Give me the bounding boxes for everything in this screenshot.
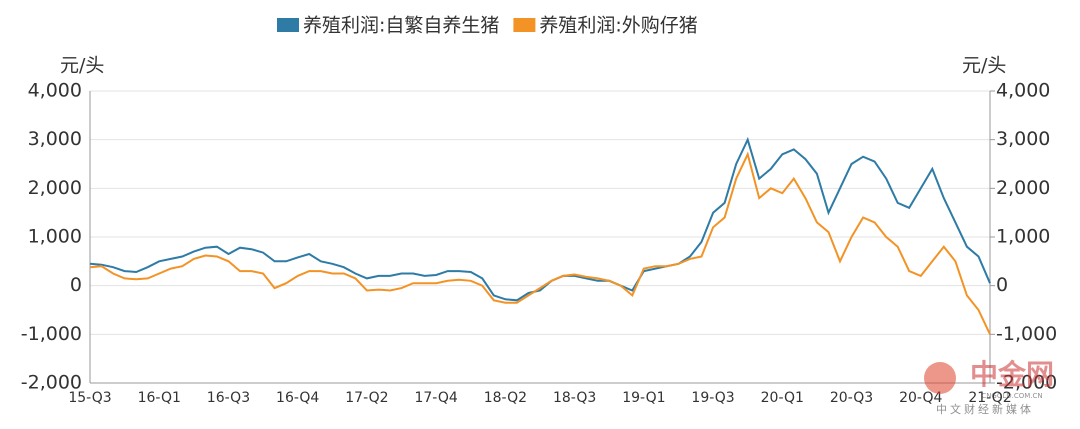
y-tick-label: 3,000 bbox=[28, 128, 82, 150]
legend-swatch bbox=[513, 18, 536, 32]
y2-tick-label: 2,000 bbox=[996, 177, 1050, 199]
y-tick-label: 4,000 bbox=[28, 80, 82, 102]
x-tick-label: 19-Q1 bbox=[622, 390, 665, 406]
watermark-url: CNGOLD.COM.CN bbox=[981, 392, 1042, 400]
x-tick-label: 20-Q4 bbox=[899, 390, 942, 406]
x-tick-label: 20-Q1 bbox=[761, 390, 804, 406]
y2-tick-label: 1,000 bbox=[996, 226, 1050, 248]
watermark: 中金网 CNGOLD.COM.CN 中文财经新媒体 bbox=[924, 358, 1054, 416]
y2-tick-label: -1,000 bbox=[996, 323, 1057, 345]
x-tick-label: 18-Q3 bbox=[553, 390, 596, 406]
x-tick-label: 19-Q3 bbox=[691, 390, 734, 406]
x-tick-label: 16-Q1 bbox=[138, 390, 181, 406]
watermark-logo bbox=[924, 362, 956, 394]
x-tick-label: 17-Q4 bbox=[414, 390, 457, 406]
x-tick-label: 21-Q2 bbox=[968, 390, 1011, 406]
x-tick-label: 16-Q4 bbox=[276, 390, 319, 406]
watermark-slogan: 中文财经新媒体 bbox=[936, 402, 1034, 416]
y2-tick-label: 4,000 bbox=[996, 80, 1050, 102]
y2-axis-title: 元/头 bbox=[962, 55, 1006, 77]
y2-tick-label: -2,000 bbox=[996, 372, 1057, 394]
y-tick-label: -1,000 bbox=[21, 323, 82, 345]
y-axis-title: 元/头 bbox=[60, 55, 104, 77]
watermark-name: 中金网 bbox=[970, 358, 1054, 391]
x-tick-label: 17-Q2 bbox=[345, 390, 388, 406]
x-tick-label: 18-Q2 bbox=[484, 390, 527, 406]
x-tick-label: 15-Q3 bbox=[68, 390, 111, 406]
x-tick-label: 16-Q3 bbox=[207, 390, 250, 406]
legend-label: 养殖利润:外购仔猪 bbox=[539, 15, 697, 37]
legend-label: 养殖利润:自繁自养生猪 bbox=[303, 15, 499, 37]
y2-tick-label: 3,000 bbox=[996, 128, 1050, 150]
y-tick-label: -2,000 bbox=[21, 372, 82, 394]
y-tick-label: 1,000 bbox=[28, 226, 82, 248]
legend-swatch bbox=[277, 18, 299, 32]
y2-tick-label: 0 bbox=[996, 274, 1008, 296]
x-tick-label: 20-Q3 bbox=[830, 390, 873, 406]
y-tick-label: 2,000 bbox=[28, 177, 82, 199]
y-tick-label: 0 bbox=[70, 274, 82, 296]
series-line bbox=[89, 136, 991, 302]
series-line bbox=[89, 151, 991, 335]
